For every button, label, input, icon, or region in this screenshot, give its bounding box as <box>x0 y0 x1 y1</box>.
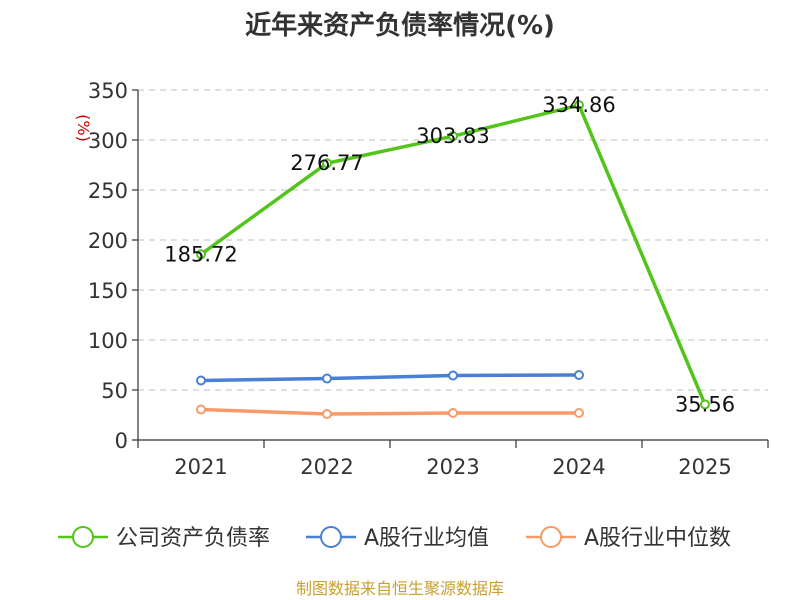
data-point[interactable] <box>700 399 710 410</box>
legend-label: A股行业中位数 <box>584 526 731 551</box>
data-point[interactable] <box>196 404 206 415</box>
y-tick-label: 250 <box>88 179 128 203</box>
series-line <box>200 373 580 383</box>
y-tick-label: 150 <box>88 279 128 303</box>
data-labels: 185.72 276.77 303.83 334.86 35.56 <box>164 93 735 416</box>
data-point[interactable] <box>448 408 458 418</box>
x-tick-label: 2023 <box>426 455 479 479</box>
legend-label: 公司资产负债率 <box>116 526 270 551</box>
legend-item-1[interactable]: A股行业均值 <box>306 526 489 551</box>
data-point[interactable] <box>322 409 332 419</box>
series-2 <box>196 404 584 419</box>
y-axis-unit: (%) <box>74 114 93 142</box>
y-tick-label: 300 <box>88 129 128 153</box>
data-point[interactable] <box>574 408 584 418</box>
series-0 <box>196 100 710 410</box>
y-tick-label: 200 <box>88 229 128 253</box>
data-point[interactable] <box>574 100 584 111</box>
data-point[interactable] <box>196 249 206 260</box>
series-line <box>199 103 707 406</box>
y-tick-label: 100 <box>88 329 128 353</box>
legend-marker <box>320 526 342 548</box>
data-label: 303.83 <box>416 124 489 148</box>
data-label: 334.86 <box>542 93 615 117</box>
series-1 <box>196 370 584 386</box>
grid-lines <box>138 89 768 391</box>
legend-marker <box>540 526 562 548</box>
data-label: 35.56 <box>675 392 735 416</box>
source-note: 制图数据来自恒生聚源数据库 <box>296 579 504 598</box>
y-tick-label: 350 <box>88 79 128 103</box>
y-tick-label: 50 <box>101 379 128 403</box>
y-axis: 0 50 100 150 200 250 300 350 <box>88 79 139 453</box>
data-point[interactable] <box>196 375 206 386</box>
series-line <box>200 407 579 416</box>
legend-item-2[interactable]: A股行业中位数 <box>526 526 731 551</box>
legend-marker <box>72 526 94 548</box>
data-point[interactable] <box>322 373 332 384</box>
series-layer <box>196 100 710 419</box>
x-tick-label: 2022 <box>300 455 353 479</box>
y-tick-label: 0 <box>115 429 128 453</box>
x-tick-label: 2021 <box>174 455 227 479</box>
x-tick-label: 2025 <box>678 455 731 479</box>
legend: 公司资产负债率 A股行业均值 A股行业中位数 <box>58 526 731 551</box>
data-point[interactable] <box>574 370 584 380</box>
data-label: 276.77 <box>290 151 363 175</box>
chart-title: 近年来资产负债率情况(%) <box>245 10 555 41</box>
legend-label: A股行业均值 <box>364 526 489 551</box>
data-point[interactable] <box>322 158 332 169</box>
x-tick-label: 2024 <box>552 455 605 479</box>
data-label: 185.72 <box>164 242 237 266</box>
legend-item-0[interactable]: 公司资产负债率 <box>58 526 270 551</box>
data-point[interactable] <box>448 370 458 381</box>
x-axis: 2021 2022 2023 2024 2025 <box>137 439 769 479</box>
data-point[interactable] <box>448 131 458 142</box>
